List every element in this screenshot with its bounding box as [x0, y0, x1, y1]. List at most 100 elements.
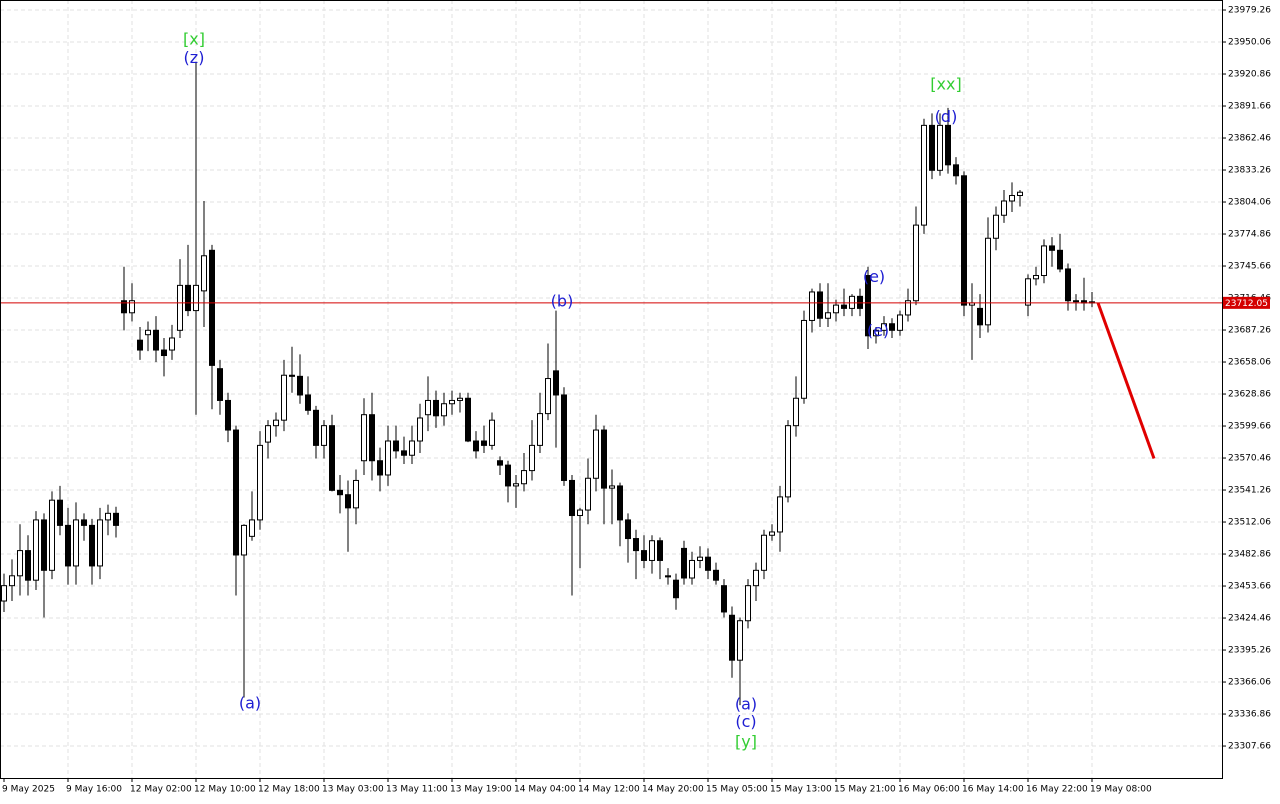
price-tag — [1222, 296, 1270, 309]
candle-body — [713, 569, 719, 581]
candle-body — [265, 425, 271, 443]
candle-body — [345, 494, 351, 509]
candle-body — [433, 399, 439, 417]
candle-body — [353, 479, 359, 509]
y-tick-label: 23599.66 — [1228, 422, 1271, 432]
wave-label: (e) — [863, 267, 885, 286]
y-tick-label: 23950.06 — [1228, 38, 1271, 48]
candle-body — [1025, 278, 1031, 306]
candle-body — [1057, 249, 1063, 270]
candle-body — [649, 540, 655, 561]
y-tick-label: 23833.26 — [1228, 166, 1271, 176]
candle-body — [721, 585, 727, 613]
candle-body — [1049, 245, 1055, 251]
candle-body — [537, 413, 543, 446]
candle-body — [833, 304, 839, 314]
candle-body — [113, 512, 119, 526]
wave-label: (z) — [184, 48, 205, 67]
candle-body — [465, 397, 471, 442]
forecast-line — [1096, 302, 1156, 460]
candle-body — [193, 284, 199, 312]
wave-label: (d) — [935, 107, 958, 126]
candle-body — [497, 460, 503, 466]
x-tick-label: 15 May 21:00 — [834, 785, 896, 795]
candle-body — [1017, 191, 1023, 197]
x-tick-label: 13 May 11:00 — [386, 785, 448, 795]
candle-body — [153, 329, 159, 351]
candle-body — [1001, 200, 1007, 216]
y-tick-label: 23424.46 — [1228, 614, 1271, 624]
candle-body — [289, 374, 295, 377]
y-tick-label: 23307.66 — [1228, 742, 1271, 752]
x-tick-label: 12 May 18:00 — [258, 785, 320, 795]
candle-body — [665, 575, 671, 578]
x-tick-label: 14 May 20:00 — [642, 785, 704, 795]
wave-label: (c) — [735, 712, 756, 731]
candle-body — [705, 556, 711, 571]
wave-label: (e) — [867, 321, 889, 340]
candle-body — [249, 519, 255, 537]
candle-body — [889, 323, 895, 331]
candle-body — [633, 538, 639, 552]
candle-body — [881, 323, 887, 331]
candle-body — [417, 417, 423, 442]
wave-label: [y] — [735, 732, 757, 751]
x-tick-label: 19 May 08:00 — [1090, 785, 1152, 795]
candle-body — [297, 375, 303, 396]
y-tick-label: 23979.26 — [1228, 6, 1271, 16]
x-tick-label: 16 May 14:00 — [962, 785, 1024, 795]
candle-body — [481, 440, 487, 446]
candle-body — [873, 329, 879, 337]
candle-body — [729, 614, 735, 661]
candle-body — [337, 489, 343, 496]
y-tick-label: 23804.06 — [1228, 198, 1271, 208]
candle-body — [929, 124, 935, 171]
candle-body — [305, 394, 311, 411]
candle-body — [169, 337, 175, 351]
candle-body — [1065, 268, 1071, 302]
y-tick-label: 23862.46 — [1228, 134, 1271, 144]
candle-body — [9, 575, 15, 587]
candle-body — [25, 550, 31, 581]
candle-body — [921, 124, 927, 226]
y-tick-label: 23395.26 — [1228, 646, 1271, 656]
candle-body — [177, 284, 183, 331]
candle-body — [57, 499, 63, 526]
candle-body — [897, 314, 903, 331]
y-tick-label: 23541.26 — [1228, 486, 1271, 496]
candle-body — [489, 419, 495, 446]
candle-body — [529, 444, 535, 472]
candle-body — [753, 569, 759, 587]
x-tick-label: 12 May 02:00 — [130, 785, 192, 795]
candle-body — [201, 255, 207, 292]
candle-body — [961, 175, 967, 306]
candle-body — [689, 559, 695, 579]
price-tag-label: 23712.05 — [1225, 299, 1268, 309]
candle-body — [281, 374, 287, 421]
candle-body — [41, 519, 47, 571]
candle-body — [513, 483, 519, 487]
candle-body — [609, 485, 615, 489]
x-tick-label: 12 May 10:00 — [194, 785, 256, 795]
candle-body — [585, 477, 591, 511]
candle-body — [257, 444, 263, 521]
candle-body — [793, 397, 799, 427]
wave-label: [xx] — [930, 74, 961, 93]
candle-body — [937, 124, 943, 171]
candle-body — [601, 429, 607, 489]
candle-body — [209, 249, 215, 366]
y-tick-label: 23891.66 — [1228, 102, 1271, 112]
x-tick-label: 14 May 04:00 — [514, 785, 576, 795]
x-tick-label: 9 May 16:00 — [66, 785, 122, 795]
candle-body — [913, 224, 919, 302]
candle-body — [817, 291, 823, 319]
candle-body — [1041, 245, 1047, 277]
candle-body — [233, 429, 239, 556]
x-tick-label: 15 May 13:00 — [770, 785, 832, 795]
y-tick-label: 23920.86 — [1228, 70, 1271, 80]
candle-body — [137, 339, 143, 351]
candle-body — [145, 329, 151, 336]
candle-body — [977, 307, 983, 326]
